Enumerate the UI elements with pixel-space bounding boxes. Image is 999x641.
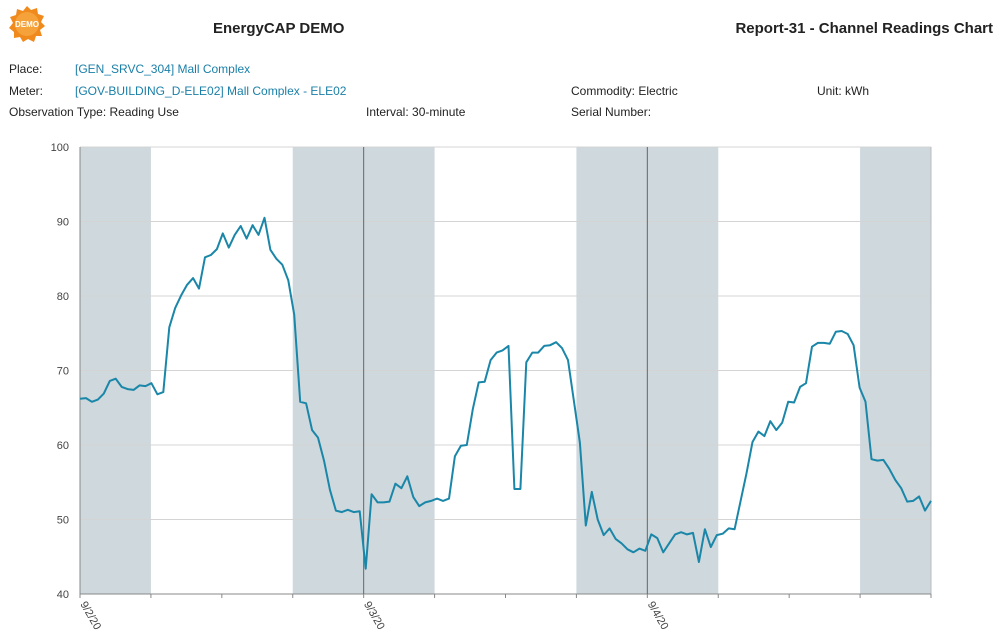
- channel-readings-chart: 40 50 60 70 80 90 100 9/2/20 9/3/20 9/4/20: [51, 142, 932, 632]
- y-tick-label: 90: [57, 217, 69, 229]
- report-title: Report-31 - Channel Readings Chart: [735, 20, 993, 37]
- y-tick-label: 40: [57, 589, 69, 601]
- y-tick-label: 80: [57, 291, 69, 303]
- x-tick-label: 9/4/20: [645, 600, 671, 632]
- observation-type-text: Observation Type: Reading Use: [9, 105, 179, 119]
- y-tick-label: 70: [57, 366, 69, 378]
- app-title: EnergyCAP DEMO: [213, 20, 345, 37]
- x-tick-label: 9/2/20: [77, 600, 103, 632]
- demo-logo: DEMO: [9, 6, 45, 42]
- interval-text: Interval: 30-minute: [366, 105, 466, 119]
- x-tick-label: 9/3/20: [361, 600, 387, 632]
- y-tick-label: 100: [51, 142, 69, 154]
- logo-text: DEMO: [15, 20, 39, 29]
- commodity-text: Commodity: Electric: [571, 84, 678, 98]
- unit-text: Unit: kWh: [817, 84, 870, 98]
- meter-label: Meter:: [9, 84, 44, 98]
- serial-number-text: Serial Number:: [571, 105, 652, 119]
- y-tick-label: 60: [57, 440, 69, 452]
- y-tick-label: 50: [57, 515, 69, 527]
- place-label: Place:: [9, 62, 43, 76]
- meter-link[interactable]: [GOV-BUILDING_D-ELE02] Mall Complex - EL…: [75, 84, 347, 98]
- place-link[interactable]: [GEN_SRVC_304] Mall Complex: [75, 62, 251, 76]
- series-line-0: [79, 216, 932, 570]
- logo-inner-circle: [15, 12, 39, 36]
